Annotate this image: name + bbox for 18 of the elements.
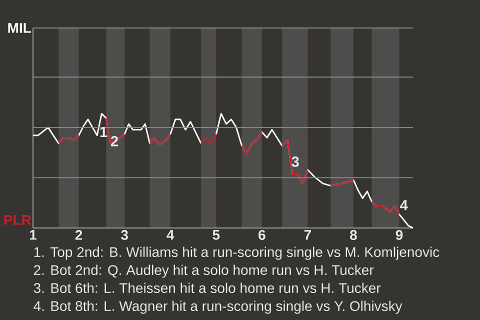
x-tick-label: 7 [304,230,311,240]
text: 4. Bot 8th: L. Wagner hit a run-scoring single vs Y. Olhivsky [34,300,402,314]
x-tick-label: 9 [396,230,403,240]
text: 1. Top 2nd: B. Williams hit a run-scoring single vs M. Komljenovic [34,246,440,260]
x-tick-label: 4 [166,230,174,240]
x-tick-label: 8 [350,230,357,240]
x-tick-label: 1 [30,230,36,240]
x-tick-label: 5 [212,230,220,240]
x-tick-label: 6 [258,230,266,240]
x-tick-label: 3 [120,230,128,240]
text: PLR [4,215,32,225]
annotation: 1 [100,126,108,138]
x-tick-label: 2 [75,230,82,240]
text: 2. Bot 2nd: Q. Audley hit a solo home run vs H. Tucker [34,264,374,278]
annotation: 3 [292,156,299,167]
text: MIL [8,23,31,33]
annotation: 4 [400,200,408,210]
text: 3. Bot 6th: L. Theissen hit a solo home run vs H. Tucker [34,282,381,294]
